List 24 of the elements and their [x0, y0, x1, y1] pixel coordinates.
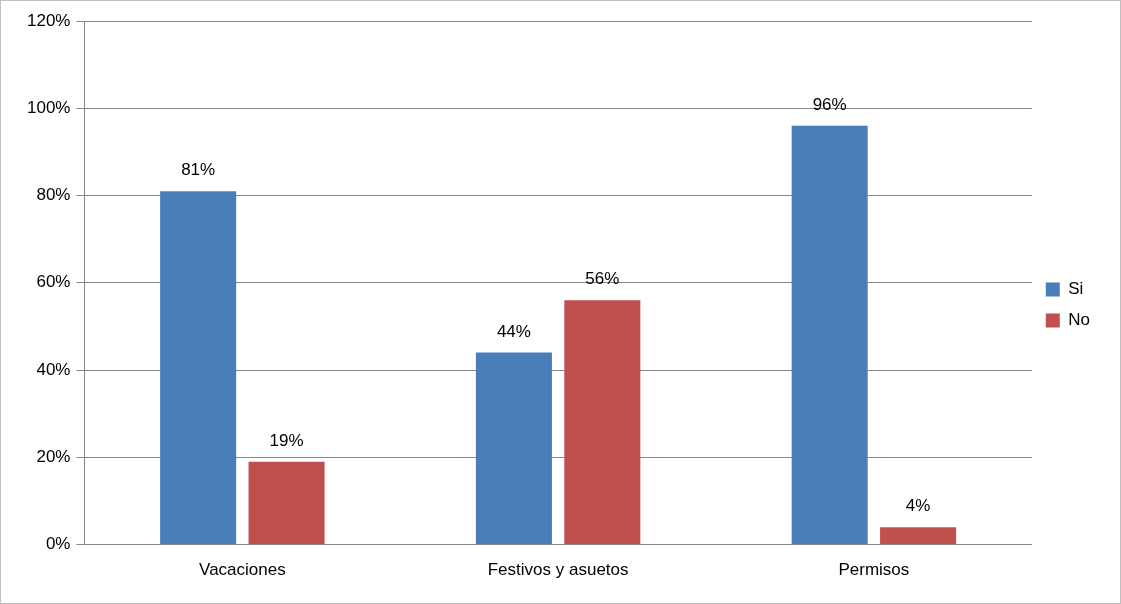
legend-label: Si [1068, 279, 1084, 299]
y-tick-label: 40% [36, 359, 71, 379]
data-label: 4% [905, 496, 931, 516]
bar [475, 352, 552, 545]
bar [564, 300, 641, 545]
bar [791, 125, 868, 545]
data-label: 96% [812, 94, 847, 114]
y-tick-label: 120% [27, 10, 71, 30]
y-tick-label: 20% [36, 447, 71, 467]
legend-label: No [1068, 310, 1090, 330]
y-tick-label: 0% [45, 534, 71, 554]
y-tick-label: 80% [36, 185, 71, 205]
bar [248, 461, 325, 545]
x-tick-label: Festivos y asuetos [487, 560, 629, 580]
data-label: 56% [585, 269, 620, 289]
y-tick-label: 100% [27, 97, 71, 117]
data-label: 44% [496, 321, 531, 341]
data-label: 19% [269, 430, 304, 450]
y-tick-label: 60% [36, 272, 71, 292]
x-tick-label: Permisos [838, 560, 910, 580]
bar [160, 191, 237, 545]
data-label: 81% [181, 160, 216, 180]
x-tick-label: Vacaciones [199, 560, 286, 580]
bar [880, 527, 957, 545]
